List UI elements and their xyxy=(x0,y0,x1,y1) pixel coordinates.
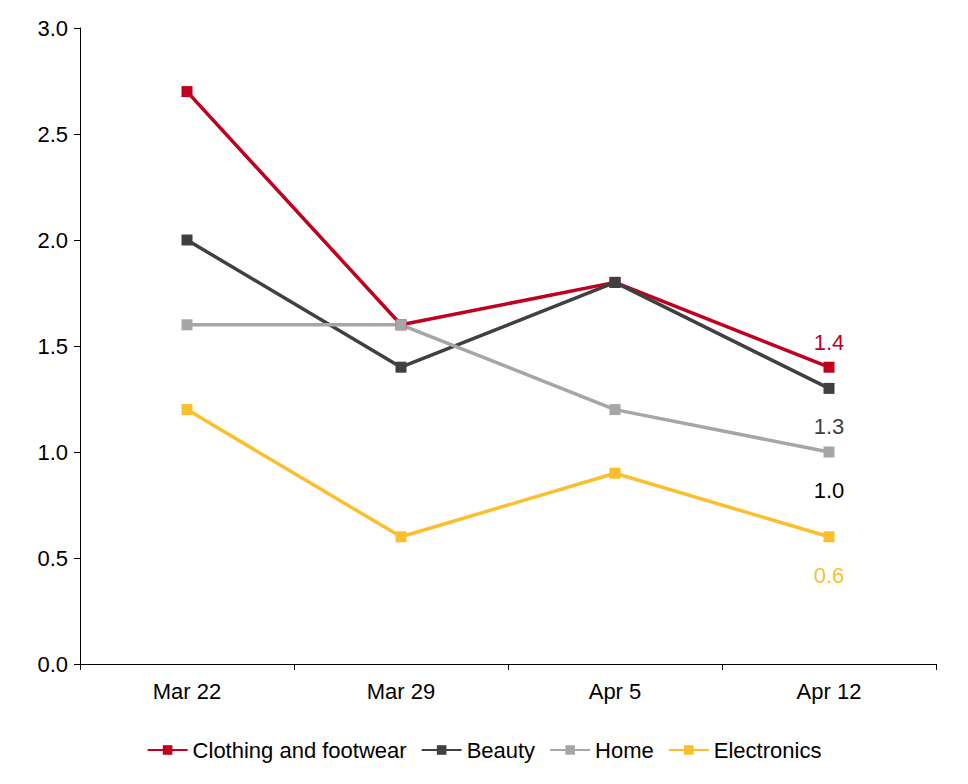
svg-text:Apr 5: Apr 5 xyxy=(589,679,642,704)
svg-text:Electronics: Electronics xyxy=(714,738,822,763)
svg-text:1.5: 1.5 xyxy=(37,334,68,359)
svg-text:1.0: 1.0 xyxy=(37,440,68,465)
svg-text:2.5: 2.5 xyxy=(37,122,68,147)
svg-text:Mar 22: Mar 22 xyxy=(153,679,221,704)
svg-text:2.0: 2.0 xyxy=(37,228,68,253)
svg-text:Apr 12: Apr 12 xyxy=(797,679,862,704)
svg-text:Home: Home xyxy=(595,738,654,763)
svg-text:1.0: 1.0 xyxy=(814,478,845,503)
svg-text:Mar 29: Mar 29 xyxy=(367,679,435,704)
svg-text:0.5: 0.5 xyxy=(37,546,68,571)
svg-text:3.0: 3.0 xyxy=(37,16,68,41)
svg-text:Clothing and footwear: Clothing and footwear xyxy=(193,738,407,763)
svg-text:1.4: 1.4 xyxy=(814,330,845,355)
svg-text:0.6: 0.6 xyxy=(814,563,845,588)
svg-text:Beauty: Beauty xyxy=(467,738,536,763)
svg-text:1.3: 1.3 xyxy=(814,414,845,439)
svg-text:0.0: 0.0 xyxy=(37,652,68,677)
